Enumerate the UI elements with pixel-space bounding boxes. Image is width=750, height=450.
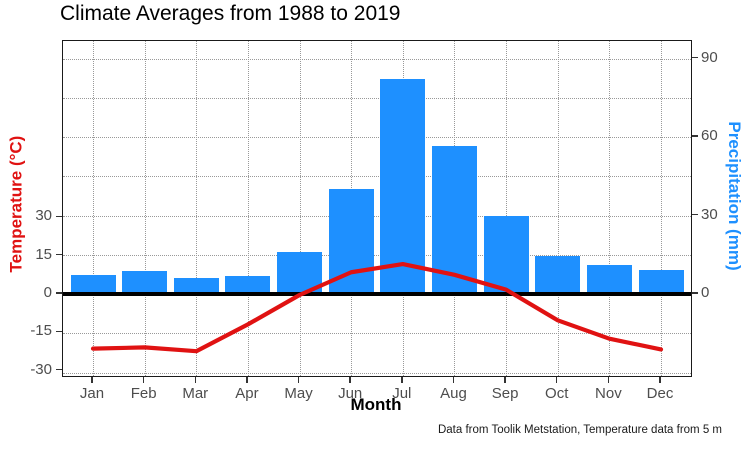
month-gridline (247, 41, 249, 376)
month-label: Jan (79, 385, 105, 402)
precip-gridline (63, 372, 691, 374)
month-label: Jul (392, 385, 412, 402)
month-gridline (196, 41, 198, 376)
month-tick (452, 376, 455, 383)
precip-bar-jan (70, 274, 116, 295)
right-tick (691, 292, 698, 294)
month-gridline (299, 41, 301, 376)
precip-bar-apr (225, 275, 271, 295)
month-tick (607, 376, 610, 383)
left-tick-label: 15 (35, 245, 52, 263)
right-tick-label: 90 (701, 48, 718, 66)
month-gridline (557, 41, 559, 376)
month-label: Apr (235, 385, 259, 402)
left-tick-label: -30 (30, 360, 52, 378)
zero-axis-line (63, 291, 691, 297)
left-tick-label: -15 (30, 322, 52, 340)
precip-gridline (63, 215, 691, 217)
month-gridline (144, 41, 146, 376)
plot-area (62, 40, 692, 377)
month-tick (91, 376, 93, 383)
month-tick (194, 376, 197, 383)
chart-caption: Data from Toolik Metstation, Temperature… (437, 424, 722, 436)
month-gridline (93, 41, 94, 376)
precip-bar-dec (638, 270, 684, 295)
month-gridline (661, 41, 662, 376)
precip-bar-feb (122, 270, 168, 295)
right-tick (691, 213, 698, 216)
temperature-line (90, 261, 664, 354)
precip-gridline (63, 333, 691, 335)
month-label: Sep (491, 385, 519, 402)
month-tick (555, 376, 558, 383)
right-tick-label: 0 (701, 284, 710, 302)
month-tick (401, 376, 403, 383)
right-tick-label: 60 (701, 127, 718, 145)
right-tick (691, 56, 698, 59)
month-tick (504, 376, 506, 383)
month-gridline (609, 41, 611, 376)
right-tick (691, 135, 698, 137)
left-tick (56, 368, 62, 371)
precip-gridline (63, 137, 691, 139)
left-tick (56, 253, 62, 256)
precip-bar-nov (586, 265, 632, 295)
left-tick-label: 0 (43, 283, 52, 301)
left-tick (56, 215, 62, 218)
left-tick (56, 330, 62, 333)
chart-title: Climate Averages from 1988 to 2019 (60, 2, 401, 25)
month-label: Mar (182, 385, 209, 402)
month-label: Dec (646, 385, 674, 402)
precip-bar-sep (483, 215, 529, 295)
precip-bar-jul (380, 79, 426, 295)
month-label: Oct (545, 385, 569, 402)
precip-gridline (63, 58, 691, 60)
month-label: Nov (595, 385, 622, 402)
precip-bar-aug (431, 145, 477, 295)
month-tick (246, 376, 248, 383)
month-tick (297, 376, 300, 383)
month-tick (142, 376, 145, 383)
precip-gridline (63, 254, 691, 256)
precip-bar-mar (173, 277, 219, 295)
precip-bar-oct (535, 255, 581, 295)
month-label: Feb (130, 385, 157, 402)
right-tick-label: 30 (701, 205, 718, 223)
left-tick-label: 30 (35, 207, 52, 225)
month-label: Aug (440, 385, 467, 402)
precip-gridline (63, 176, 691, 178)
x-axis-title: Month (350, 395, 402, 414)
precip-bar-jun (328, 188, 374, 295)
month-gridline (506, 41, 508, 376)
right-axis-title: Precipitation (mm) (725, 121, 744, 271)
month-label: May (284, 385, 313, 402)
month-tick (349, 376, 351, 383)
month-label: Jun (338, 385, 363, 402)
month-tick (659, 376, 661, 383)
precip-gridline (63, 97, 691, 99)
left-tick (56, 292, 62, 294)
